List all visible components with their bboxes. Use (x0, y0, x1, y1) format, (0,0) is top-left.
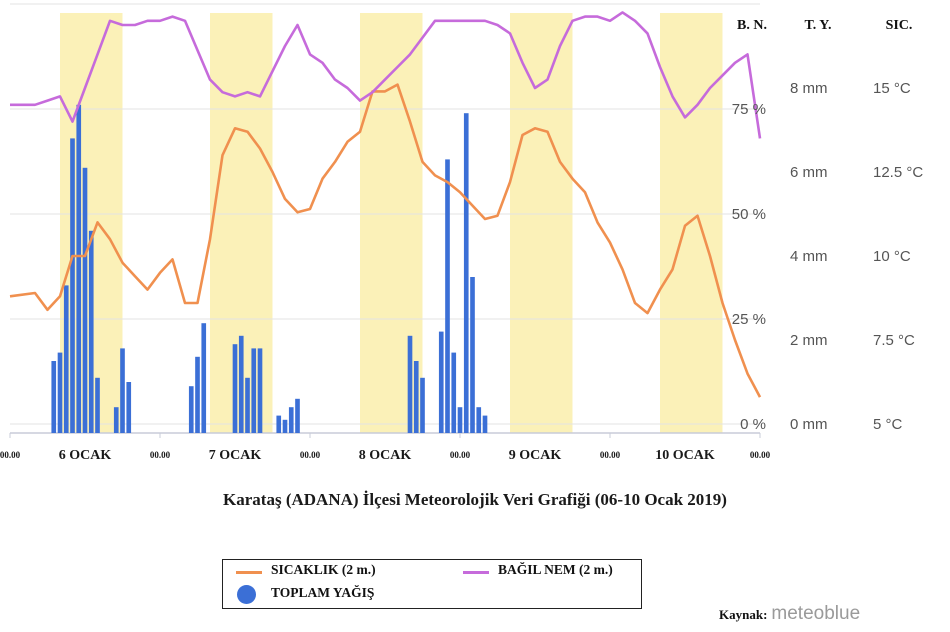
precipitation-bar (238, 335, 244, 433)
precipitation-bar (76, 104, 82, 434)
x-tick-label-time: 00.00 (0, 450, 21, 460)
precipitation-bar (282, 419, 288, 433)
temperature-axis-label: 5 °C (873, 416, 903, 433)
precipitation-bar (245, 377, 250, 433)
legend-precipitation-label: TOPLAM YAĞIŞ (271, 585, 375, 600)
x-tick-label-day: 10 OCAK (655, 448, 715, 463)
x-tick-label-time: 00.00 (450, 450, 471, 460)
legend-temperature-swatch (236, 571, 262, 574)
precipitation-bar (120, 348, 125, 433)
temperature-line (9, 83, 762, 398)
precipitation-bar (257, 348, 263, 433)
precipitation-bar (457, 407, 463, 433)
precipitation-bar (463, 113, 469, 433)
daylight-band-2 (360, 13, 423, 433)
temperature-axis-label: 12.5 °C (873, 164, 923, 181)
precipitation-axis-label: 2 mm (790, 332, 828, 349)
precipitation-bars (51, 104, 488, 434)
precipitation-axis-label: 6 mm (790, 164, 828, 181)
precipitation-bar (482, 415, 488, 433)
source-label: Kaynak: (719, 607, 768, 622)
x-tick-label-day: 7 OCAK (209, 448, 262, 463)
precipitation-bar (413, 361, 419, 433)
temperature-axis-label: 10 °C (873, 248, 911, 265)
precipitation-bar (295, 398, 300, 433)
precipitation-bar (57, 352, 63, 433)
precipitation-bar (88, 230, 94, 433)
weather-chart: 00.00 6 OCAK 00.00 7 OCAK 00.00 8 OCAK 00.00 9 … (0, 3, 924, 463)
precipitation-bar (126, 382, 132, 433)
chart-title: Karataş (ADANA) İlçesi Meteorolojik Veri… (223, 490, 727, 509)
x-tick-label-time: 00.00 (150, 450, 171, 460)
data-lines (9, 11, 762, 398)
x-tick-label-time: 00.00 (750, 450, 771, 460)
humidity-line (10, 11, 762, 139)
axis-header: SIC. (886, 18, 913, 33)
precipitation-axis-label: 4 mm (790, 248, 828, 265)
humidity-axis-label: 75 % (732, 101, 766, 118)
precipitation-bar (407, 335, 413, 433)
precipitation-bar (288, 407, 294, 433)
precipitation-bar (420, 377, 425, 433)
precipitation-bar (63, 285, 69, 433)
temperature-axis-label: 15 °C (873, 80, 911, 97)
precipitation-bar (451, 352, 457, 433)
precipitation-bar (95, 377, 100, 433)
precipitation-bar (82, 167, 88, 434)
humidity-axis-label: 25 % (732, 311, 766, 328)
humidity-axis-label: 0 % (740, 416, 766, 433)
precipitation-bar (70, 138, 75, 433)
humidity-axis-label: 50 % (732, 206, 766, 223)
precipitation-bar (232, 344, 238, 433)
right-axes: B. N. T. Y. SIC. 0 % 25 % 50 % 75 % 0 mm 2 mm 4 m… (732, 18, 924, 433)
x-tick-label-day: 8 OCAK (359, 448, 412, 463)
source-credit: Kaynak: meteoblue (719, 603, 860, 625)
legend: SICAKLIK (2 m.) BAĞIL NEM (2 m.) TOPLAM … (222, 559, 642, 609)
legend-humidity-label: BAĞIL NEM (2 m.) (498, 562, 613, 577)
legend-humidity-swatch (463, 571, 489, 574)
precipitation-bar (188, 386, 194, 433)
precipitation-axis-label: 0 mm (790, 416, 828, 433)
precipitation-bar (438, 331, 444, 433)
precipitation-bar (470, 277, 475, 433)
temperature-axis-label: 7.5 °C (873, 332, 915, 349)
daylight-bands (60, 13, 723, 433)
source-name: meteoblue (771, 603, 861, 624)
daylight-band-4 (660, 13, 723, 433)
gridlines (10, 3, 760, 434)
precipitation-bar (201, 323, 207, 433)
x-tick-label-day: 6 OCAK (59, 448, 112, 463)
legend-temperature-label: SICAKLIK (2 m.) (271, 562, 376, 577)
precipitation-bar (113, 407, 119, 433)
x-tick-label-time: 00.00 (600, 450, 621, 460)
precipitation-bar (195, 356, 200, 433)
precipitation-bar (476, 407, 482, 433)
axis-header: T. Y. (804, 18, 831, 33)
x-tick-label-day: 9 OCAK (509, 448, 562, 463)
x-axis: 00.00 6 OCAK 00.00 7 OCAK 00.00 8 OCAK 00.00 9 … (0, 433, 771, 463)
precipitation-bar (51, 361, 57, 433)
precipitation-bar (445, 159, 450, 433)
precipitation-axis-label: 8 mm (790, 80, 828, 97)
precipitation-bar (251, 348, 257, 433)
legend-precipitation-swatch (237, 585, 256, 604)
axis-header: B. N. (737, 18, 767, 33)
precipitation-bar (276, 415, 282, 433)
x-tick-label-time: 00.00 (300, 450, 321, 460)
daylight-band-3 (510, 13, 573, 433)
